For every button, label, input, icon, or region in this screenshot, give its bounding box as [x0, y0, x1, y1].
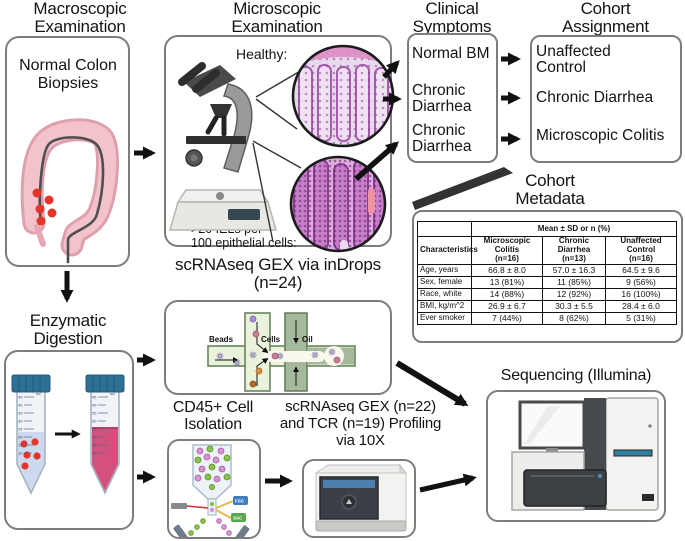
- table-row: Sex, female 13 (81%) 11 (85%) 9 (56%): [417, 276, 677, 289]
- cohort-item-unaffected-control: Unaffected Control: [536, 43, 611, 77]
- enzymatic-box: [4, 350, 134, 530]
- indrops-title: scRNAseq GEX via inDrops (n=24): [175, 255, 381, 293]
- arrow-tenx-to-sequencing: [419, 473, 477, 493]
- cohort-assignment-title: Cohort Assignment: [562, 0, 649, 37]
- table-col-microscopic-colitis: Microscopic Colitis (n=16): [471, 236, 543, 265]
- cd45-title: CD45+ Cell Isolation: [172, 399, 254, 434]
- healthy-label: Healthy:: [236, 46, 288, 62]
- table-corner-cell: [417, 221, 472, 237]
- clinical-item-normal-bm: Normal BM: [412, 45, 490, 62]
- iel-count-label: >20 IELs per 100 epithelial cells:: [191, 222, 297, 250]
- cd45-box: [167, 439, 261, 539]
- sequencing-box: [486, 390, 666, 522]
- table-col-unaffected-control: Unaffected Control (n=16): [605, 236, 677, 265]
- table-col-chronic-diarrhea: Chronic Diarrhea (n=13): [542, 236, 606, 265]
- table-row: Age, years 66.8 ± 8.0 57.0 ± 16.3 64.5 ±…: [417, 264, 677, 277]
- macroscopic-title: Macroscopic Examination: [33, 0, 127, 37]
- enzymatic-title: Enzymatic Digestion: [29, 311, 107, 349]
- table-row-header: Characteristics: [417, 236, 478, 265]
- clinical-symptoms-box: [407, 33, 498, 163]
- clinical-item-chronic-diarrhea-2: Chronic Diarrhea: [412, 122, 472, 156]
- cohort-assignment-box: [530, 35, 682, 163]
- tenx-box: [302, 459, 416, 538]
- table-row: Ever smoker 7 (44%) 8 (62%) 5 (31%): [417, 312, 677, 325]
- sequencing-title: Sequencing (Illumina): [500, 367, 652, 384]
- cohort-item-chronic-diarrhea: Chronic Diarrhea: [536, 89, 654, 106]
- clinical-symptoms-title: Clinical Symptoms: [412, 0, 492, 37]
- table-row: BMI, kg/m^2 26.9 ± 6.7 30.3 ± 5.5 28.4 ±…: [417, 300, 677, 313]
- clinical-item-chronic-diarrhea-1: Chronic Diarrhea: [412, 82, 472, 116]
- cohort-metadata-title: Cohort Metadata: [515, 171, 585, 209]
- tenx-title: scRNAseq GEX (n=22) and TCR (n=19) Profi…: [279, 398, 442, 449]
- microscopic-box: [164, 35, 392, 247]
- cohort-metadata-table: Mean ± SD or n (%) Characteristics Micro…: [417, 221, 677, 325]
- normal-colon-biopsies-label: Normal Colon Biopsies: [19, 57, 117, 92]
- table-row: Race, white 14 (88%) 12 (92%) 16 (100%): [417, 288, 677, 301]
- indrops-box: [164, 300, 392, 395]
- cohort-item-microscopic-colitis: Microscopic Colitis: [536, 127, 665, 144]
- table-span-header: Mean ± SD or n (%): [471, 221, 677, 237]
- microscopic-title: Microscopic Examination: [231, 0, 323, 37]
